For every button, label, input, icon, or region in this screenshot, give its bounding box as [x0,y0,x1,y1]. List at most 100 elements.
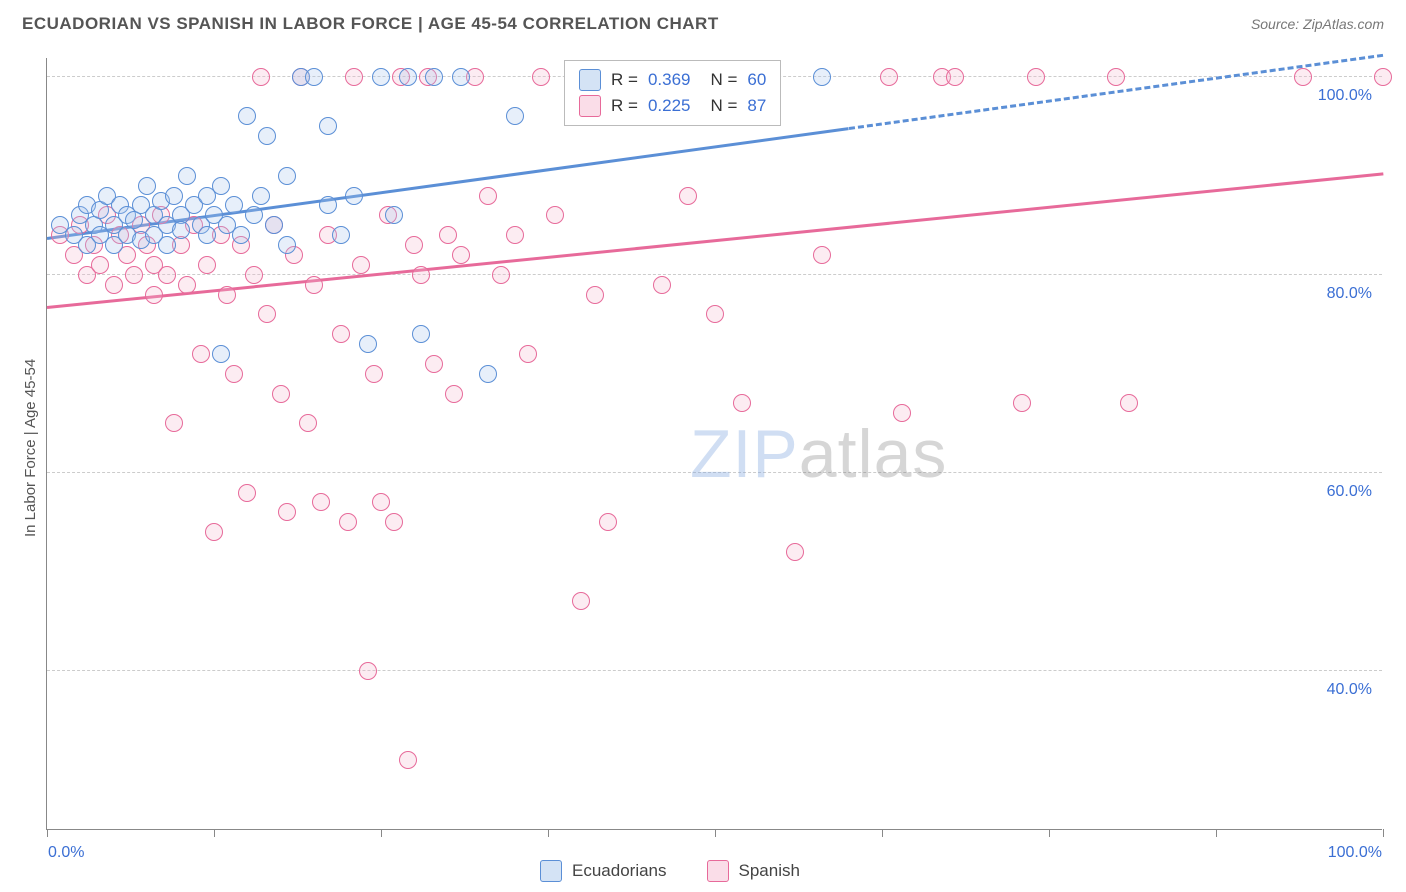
data-point [345,68,363,86]
data-point [305,68,323,86]
data-point [813,68,831,86]
data-point [506,226,524,244]
data-point [412,266,430,284]
x-tick [214,829,215,837]
data-point [479,187,497,205]
legend-r-value: 0.225 [648,93,691,119]
data-point [813,246,831,264]
y-tick-label: 80.0% [1327,285,1372,303]
data-point [319,117,337,135]
data-point [125,266,143,284]
data-point [880,68,898,86]
data-point [178,276,196,294]
data-point [399,751,417,769]
data-point [479,365,497,383]
data-point [272,385,290,403]
data-point [372,493,390,511]
data-point [1107,68,1125,86]
legend-n-label: N = [710,67,737,93]
gridline [47,472,1382,473]
data-point [365,365,383,383]
data-point [258,127,276,145]
x-tick [381,829,382,837]
data-point [205,523,223,541]
data-point [1294,68,1312,86]
data-point [225,365,243,383]
data-point [519,345,537,363]
series-legend: Ecuadorians Spanish [540,860,800,882]
data-point [452,246,470,264]
data-point [1120,394,1138,412]
data-point [91,256,109,274]
legend-series-name: Ecuadorians [572,861,667,881]
data-point [165,187,183,205]
data-point [172,221,190,239]
data-point [305,276,323,294]
data-point [586,286,604,304]
data-point [1027,68,1045,86]
data-point [946,68,964,86]
data-point [425,68,443,86]
data-point [145,286,163,304]
legend-r-value: 0.369 [648,67,691,93]
data-point [105,276,123,294]
x-tick [1216,829,1217,837]
data-point [332,325,350,343]
data-point [265,216,283,234]
data-point [359,335,377,353]
data-point [399,68,417,86]
x-max-label: 100.0% [1328,844,1382,862]
data-point [786,543,804,561]
data-point [312,493,330,511]
data-point [299,414,317,432]
data-point [252,68,270,86]
data-point [319,196,337,214]
data-point [412,325,430,343]
x-tick [47,829,48,837]
data-point [706,305,724,323]
data-point [439,226,457,244]
legend-n-value: 60 [747,67,766,93]
data-point [425,355,443,373]
legend-swatch [579,69,601,91]
data-point [332,226,350,244]
data-point [452,68,470,86]
legend-row: R =0.225N =87 [579,93,766,119]
data-point [158,266,176,284]
x-tick [715,829,716,837]
data-point [405,236,423,254]
data-point [445,385,463,403]
data-point [372,68,390,86]
y-axis-label: In Labor Force | Age 45-54 [22,358,39,536]
data-point [252,187,270,205]
data-point [198,226,216,244]
data-point [198,256,216,274]
data-point [546,206,564,224]
data-point [225,196,243,214]
legend-item: Spanish [707,860,800,882]
x-tick [882,829,883,837]
data-point [278,167,296,185]
data-point [218,286,236,304]
data-point [232,226,250,244]
data-point [1013,394,1031,412]
data-point [385,513,403,531]
legend-swatch [540,860,562,882]
y-tick-label: 100.0% [1318,87,1372,105]
trend-line [848,54,1383,130]
legend-swatch [579,95,601,117]
legend-r-label: R = [611,67,638,93]
data-point [653,276,671,294]
data-point [158,236,176,254]
x-tick [1383,829,1384,837]
data-point [492,266,510,284]
data-point [278,236,296,254]
data-point [532,68,550,86]
data-point [192,345,210,363]
chart-source: Source: ZipAtlas.com [1251,16,1384,32]
data-point [278,503,296,521]
data-point [506,107,524,125]
data-point [212,345,230,363]
data-point [165,414,183,432]
x-tick [548,829,549,837]
